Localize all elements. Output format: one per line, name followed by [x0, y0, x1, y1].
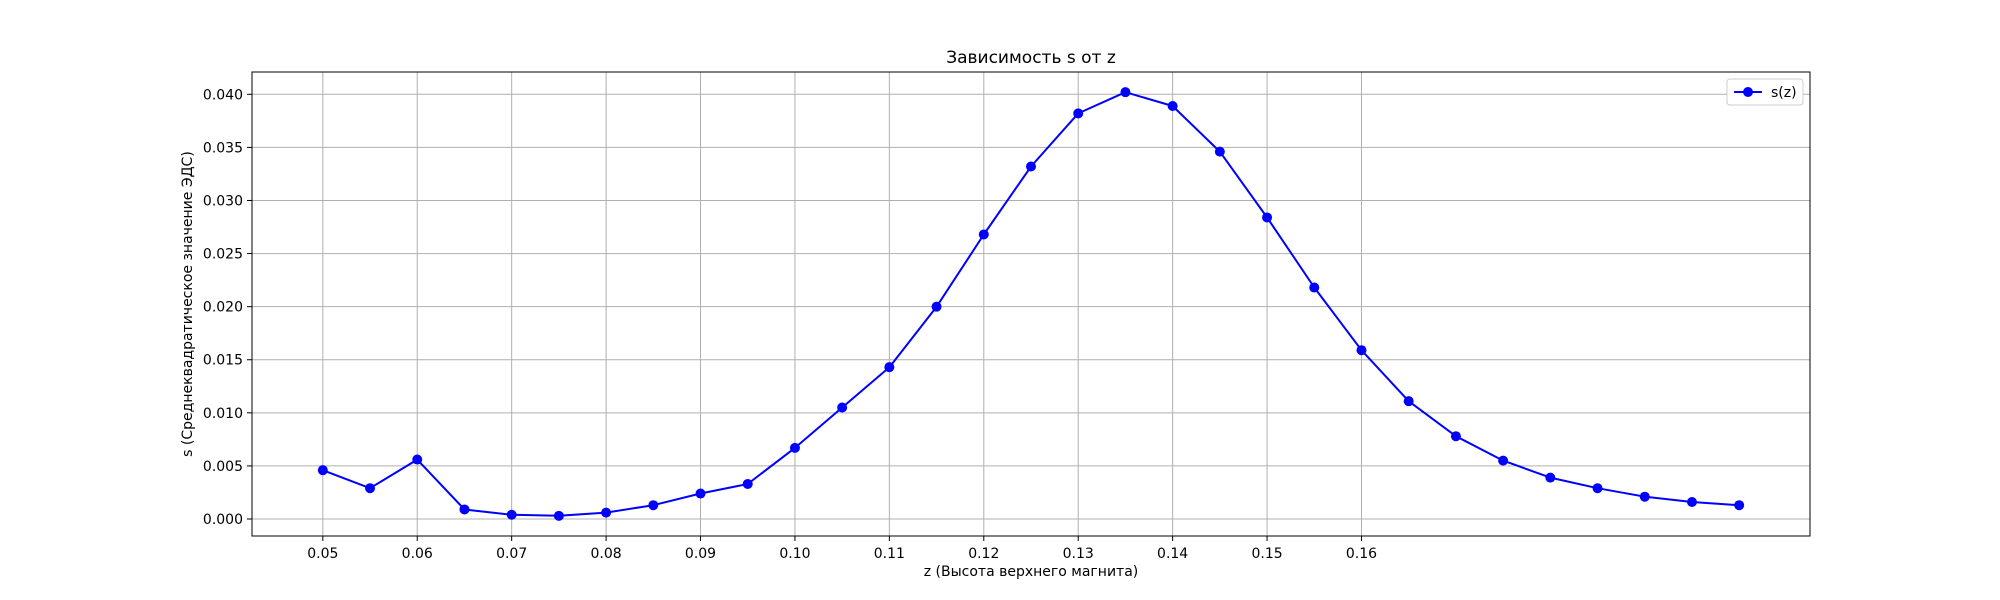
data-point	[648, 500, 659, 511]
legend: s(z)	[1726, 78, 1804, 106]
data-point	[1403, 396, 1414, 407]
data-point	[1592, 483, 1603, 494]
legend-label: s(z)	[1771, 85, 1797, 101]
x-axis-label: z (Высота верхнего магнита)	[924, 564, 1138, 580]
data-point	[742, 478, 753, 489]
data-point	[553, 510, 564, 521]
y-tick-label: 0.015	[203, 353, 243, 369]
y-tick-label: 0.025	[203, 247, 243, 263]
x-tick-label: 0.13	[1063, 546, 1094, 562]
data-point	[317, 465, 328, 476]
y-axis-ticks: 0.000 0.005 0.010 0.015 0.020 0.025 0.030 0.035…	[203, 87, 252, 528]
data-point	[1450, 431, 1461, 442]
data-point	[412, 454, 423, 465]
x-tick-label: 0.12	[968, 546, 999, 562]
series-layer	[317, 87, 1745, 521]
data-point	[459, 504, 470, 515]
data-point	[837, 402, 848, 413]
data-point	[601, 507, 612, 518]
data-point	[1309, 282, 1320, 293]
y-tick-label: 0.005	[203, 459, 243, 475]
x-tick-label: 0.11	[874, 546, 905, 562]
data-point	[1214, 146, 1225, 157]
x-axis-ticks: 0.05 0.06 0.07 0.08 0.09 0.10 0.11 0.12 0.13 0.14…	[307, 536, 1377, 562]
data-point	[506, 509, 517, 520]
data-point	[1167, 100, 1178, 111]
data-point	[1026, 161, 1036, 172]
data-point	[1639, 491, 1650, 502]
data-point	[1262, 212, 1273, 223]
data-point	[365, 483, 376, 494]
data-point	[1498, 455, 1509, 466]
x-tick-label: 0.08	[591, 546, 622, 562]
y-axis-label: s (Среднеквадратическое значение ЭДС)	[180, 151, 196, 457]
x-tick-label: 0.07	[496, 546, 527, 562]
plot-frame	[251, 71, 1811, 537]
legend-box	[1726, 78, 1804, 106]
x-tick-label: 0.06	[402, 546, 433, 562]
x-tick-label: 0.10	[779, 546, 810, 562]
chart-title: Зависимость s от z	[946, 48, 1116, 68]
y-tick-label: 0.010	[203, 406, 243, 422]
x-tick-label: 0.09	[685, 546, 716, 562]
data-point	[884, 362, 895, 373]
data-point	[931, 301, 942, 312]
data-point	[1545, 472, 1556, 483]
data-point	[978, 229, 989, 240]
data-point	[1686, 497, 1697, 508]
data-point	[1734, 500, 1745, 511]
x-tick-label: 0.05	[307, 546, 338, 562]
data-point	[695, 488, 706, 499]
data-point	[1120, 87, 1131, 98]
x-tick-label: 0.15	[1251, 546, 1282, 562]
data-point	[1073, 108, 1084, 119]
x-tick-label: 0.16	[1346, 546, 1377, 562]
y-tick-label: 0.040	[203, 87, 243, 103]
grid	[252, 72, 1810, 536]
y-tick-label: 0.020	[203, 300, 243, 316]
y-tick-label: 0.030	[203, 193, 243, 209]
data-point	[1356, 345, 1367, 356]
y-tick-label: 0.035	[203, 140, 243, 156]
y-tick-label: 0.000	[203, 512, 243, 528]
data-point	[789, 442, 800, 453]
x-tick-label: 0.14	[1157, 546, 1188, 562]
legend-marker	[1743, 87, 1753, 97]
